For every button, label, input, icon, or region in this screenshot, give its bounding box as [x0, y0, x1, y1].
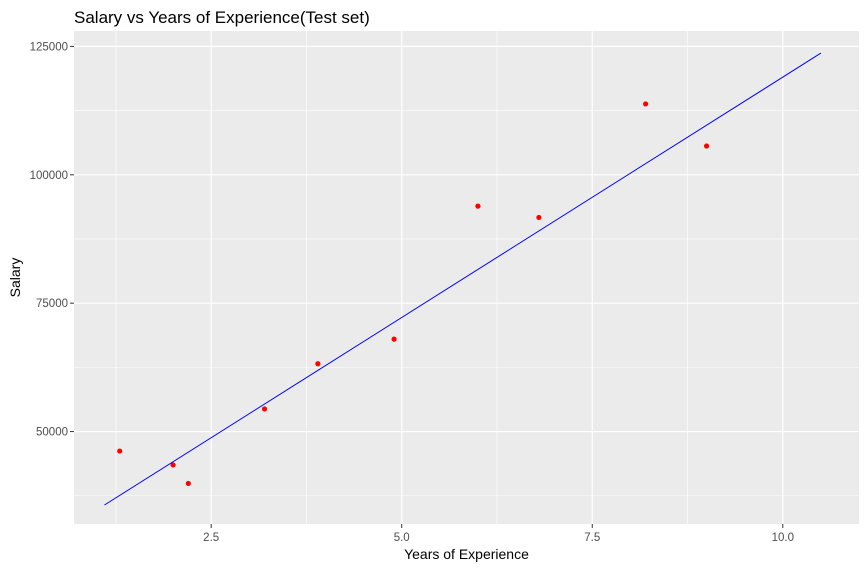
y-tick-label: 125000 — [30, 41, 68, 53]
data-point — [703, 143, 710, 149]
x-tick-label: 2.5 — [203, 532, 219, 544]
x-axis-title: Years of Experience — [404, 546, 529, 562]
data-point — [170, 462, 176, 468]
data-point — [391, 336, 397, 342]
y-tick-label: 100000 — [30, 170, 68, 182]
data-point — [315, 361, 321, 367]
chart-title: Salary vs Years of Experience(Test set) — [74, 8, 370, 27]
data-point — [643, 101, 649, 107]
x-tick-label: 10.0 — [772, 532, 794, 544]
x-axis: 2.5 5.0 7.5 10.0 — [203, 524, 794, 544]
series-layer — [104, 52, 822, 506]
x-tick-label: 5.0 — [394, 532, 410, 544]
grid-minor — [74, 31, 859, 524]
data-point — [261, 406, 268, 412]
data-point — [185, 480, 191, 487]
y-axis-title: Salary — [7, 258, 23, 298]
regression-line — [104, 52, 822, 506]
x-tick-label: 7.5 — [584, 532, 600, 544]
y-tick-label: 50000 — [36, 427, 68, 439]
data-point — [117, 448, 123, 454]
data-point — [475, 203, 481, 209]
y-axis: 50000 75000 100000 125000 — [30, 41, 74, 439]
data-point — [536, 214, 542, 221]
grid-major — [74, 31, 859, 524]
y-tick-label: 75000 — [36, 298, 68, 310]
